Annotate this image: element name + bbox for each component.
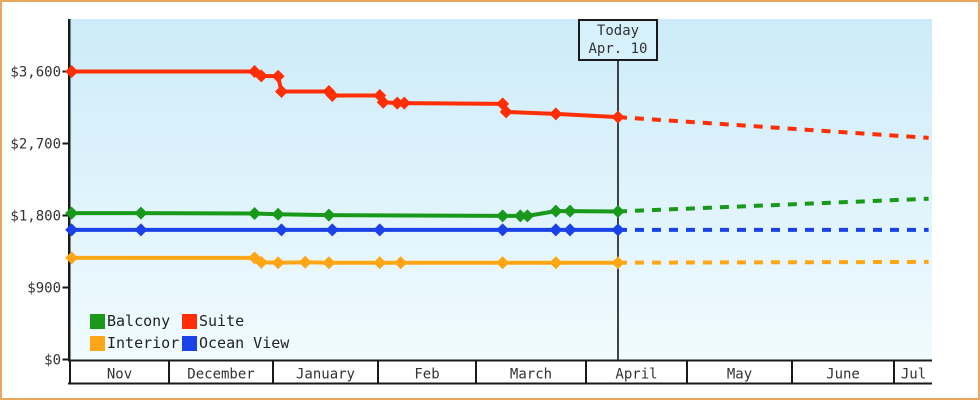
suite-projection-line (617, 115, 929, 140)
ocean-view-marker (65, 223, 79, 237)
balcony-marker (65, 206, 79, 220)
month-label: December (187, 367, 254, 383)
suite-marker (376, 95, 390, 109)
interior-projection-line (617, 259, 929, 265)
interior-marker (373, 256, 387, 270)
suite-marker (499, 105, 513, 119)
balcony-marker (520, 209, 534, 223)
legend-item-suite: Suite (182, 311, 289, 331)
balcony-color-swatch (90, 313, 105, 329)
balcony-marker (611, 205, 625, 218)
suite-marker (325, 89, 339, 102)
y-axis-label: $1,800 (10, 209, 61, 225)
month-label: January (296, 367, 355, 383)
suite-marker (397, 96, 411, 110)
interior-marker (254, 255, 268, 269)
interior-marker (394, 256, 408, 270)
balcony-marker (496, 209, 510, 223)
chart-legend: Balcony Suite Interior Ocean View (90, 311, 289, 353)
interior-color-swatch (90, 335, 105, 351)
y-axis-label: $3,600 (10, 65, 61, 81)
legend-label-ocean-view: Ocean View (199, 334, 290, 352)
ocean-view-marker (563, 223, 577, 237)
balcony-marker (513, 209, 527, 223)
ocean-view-color-swatch (182, 335, 197, 351)
legend-label-interior: Interior (107, 334, 180, 352)
suite-marker (274, 85, 288, 98)
interior-marker (248, 251, 262, 265)
balcony-projection-line (617, 196, 929, 214)
legend-item-ocean-view: Ocean View (182, 333, 289, 353)
month-label: March (510, 367, 552, 383)
legend-label-balcony: Balcony (107, 312, 171, 330)
ocean-view-marker (134, 223, 148, 237)
y-axis-label: $0 (44, 353, 61, 369)
plot-background (70, 19, 932, 361)
suite-marker (549, 107, 563, 121)
ocean-view-marker (496, 223, 510, 237)
ocean-view-marker (549, 223, 563, 237)
month-label: May (727, 367, 752, 383)
balcony-marker (248, 207, 262, 220)
suite-marker (254, 69, 268, 83)
interior-marker (611, 256, 625, 270)
balcony-marker (322, 208, 336, 222)
month-label: Jul (901, 367, 926, 383)
suite-marker (65, 65, 79, 78)
suite-marker (271, 69, 285, 83)
interior-marker (65, 251, 79, 265)
interior-marker (549, 256, 563, 270)
y-axis-label: $2,700 (10, 137, 61, 153)
legend-item-balcony: Balcony (90, 311, 182, 331)
legend-item-interior: Interior (90, 333, 182, 353)
today-box-line1: Today (596, 23, 640, 39)
ocean-view-marker (611, 223, 625, 237)
y-axis-label: $900 (27, 281, 61, 297)
today-box-line2: Apr. 10 (588, 41, 648, 57)
today-box: Today Apr. 10 (578, 19, 658, 61)
balcony-marker (271, 207, 285, 221)
ocean-view-marker (274, 223, 288, 237)
month-label: Feb (414, 367, 439, 383)
suite-marker (390, 96, 404, 110)
balcony-marker (549, 204, 563, 218)
legend-label-suite: Suite (199, 312, 245, 330)
ocean-view-marker (325, 223, 339, 237)
month-label: Nov (107, 367, 132, 383)
suite-color-swatch (182, 313, 197, 329)
interior-marker (298, 255, 312, 269)
month-label: April (615, 367, 657, 383)
interior-marker (322, 256, 336, 270)
suite-marker (611, 110, 625, 124)
suite-marker (248, 65, 262, 78)
month-label: June (826, 367, 860, 383)
balcony-marker (563, 204, 577, 218)
interior-marker (271, 256, 285, 270)
ocean-view-marker (373, 223, 387, 237)
balcony-marker (134, 206, 148, 220)
interior-marker (496, 256, 510, 270)
